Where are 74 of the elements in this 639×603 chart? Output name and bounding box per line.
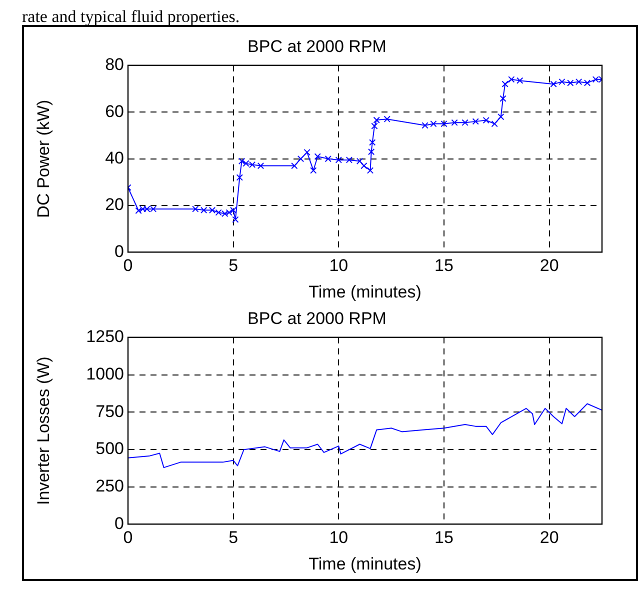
point [422, 122, 428, 129]
point [150, 206, 157, 212]
point [500, 95, 506, 102]
point [360, 162, 368, 170]
point [346, 156, 353, 164]
point [368, 148, 375, 156]
chart-title: BPC at 2000 RPM [248, 36, 386, 56]
point [324, 155, 332, 162]
x-tick-label: 20 [540, 256, 559, 276]
chart-title: BPC at 2000 RPM [248, 308, 386, 328]
point [257, 162, 264, 170]
point [310, 167, 317, 174]
point [192, 206, 199, 212]
point [297, 155, 304, 162]
y-tick-label: 0 [114, 514, 124, 533]
y-tick-label: 20 [105, 195, 124, 214]
point [508, 76, 515, 83]
point [516, 77, 524, 84]
x-tick-label: 5 [228, 256, 238, 276]
point [291, 162, 298, 170]
y-tick-label: 60 [105, 102, 124, 121]
y-axis-title: DC Power (kW) [34, 100, 53, 218]
point [200, 206, 208, 214]
x-tick-label: 15 [434, 256, 454, 276]
point [498, 113, 504, 120]
point [236, 174, 243, 181]
point [430, 120, 437, 128]
point [238, 158, 246, 164]
point [567, 80, 574, 86]
point [584, 80, 591, 86]
point [451, 119, 458, 126]
x-tick-label: 5 [228, 528, 238, 548]
point [366, 167, 374, 174]
point [314, 153, 321, 160]
point [226, 209, 232, 216]
y-tick-label: 80 [105, 55, 124, 74]
y-tick-label: 750 [96, 402, 124, 421]
x-tick-label: 10 [329, 528, 348, 548]
y-tick-label: 0 [114, 242, 124, 261]
point [576, 78, 582, 86]
point [144, 206, 150, 212]
point [592, 76, 600, 83]
point [558, 78, 566, 86]
point [472, 118, 479, 125]
x-tick-label: 10 [329, 256, 348, 276]
point [550, 80, 557, 88]
point [335, 156, 342, 164]
x-tick-label: 20 [540, 528, 559, 548]
point [230, 206, 237, 214]
point [482, 116, 490, 124]
point [384, 116, 390, 122]
point [135, 207, 142, 214]
point [356, 158, 364, 164]
point [139, 206, 146, 212]
point [215, 209, 222, 216]
point [462, 119, 468, 126]
y-tick-label: 500 [96, 439, 124, 458]
y-tick-label: 1000 [86, 364, 124, 384]
point [491, 120, 498, 128]
y-tick-label: 250 [96, 476, 124, 496]
point [304, 148, 310, 156]
point [248, 161, 256, 168]
point [208, 206, 216, 214]
point [242, 160, 250, 167]
point [232, 216, 239, 223]
point [440, 120, 448, 128]
y-tick-label: 1250 [86, 327, 124, 346]
text: rate and typical fluid properties. [22, 7, 241, 26]
point [369, 139, 376, 146]
y-axis-title: Inverter Losses (W) [34, 356, 53, 505]
y-tick-label: 40 [105, 148, 124, 168]
point [222, 210, 228, 217]
x-tick-label: 15 [434, 528, 454, 548]
point [502, 80, 508, 88]
